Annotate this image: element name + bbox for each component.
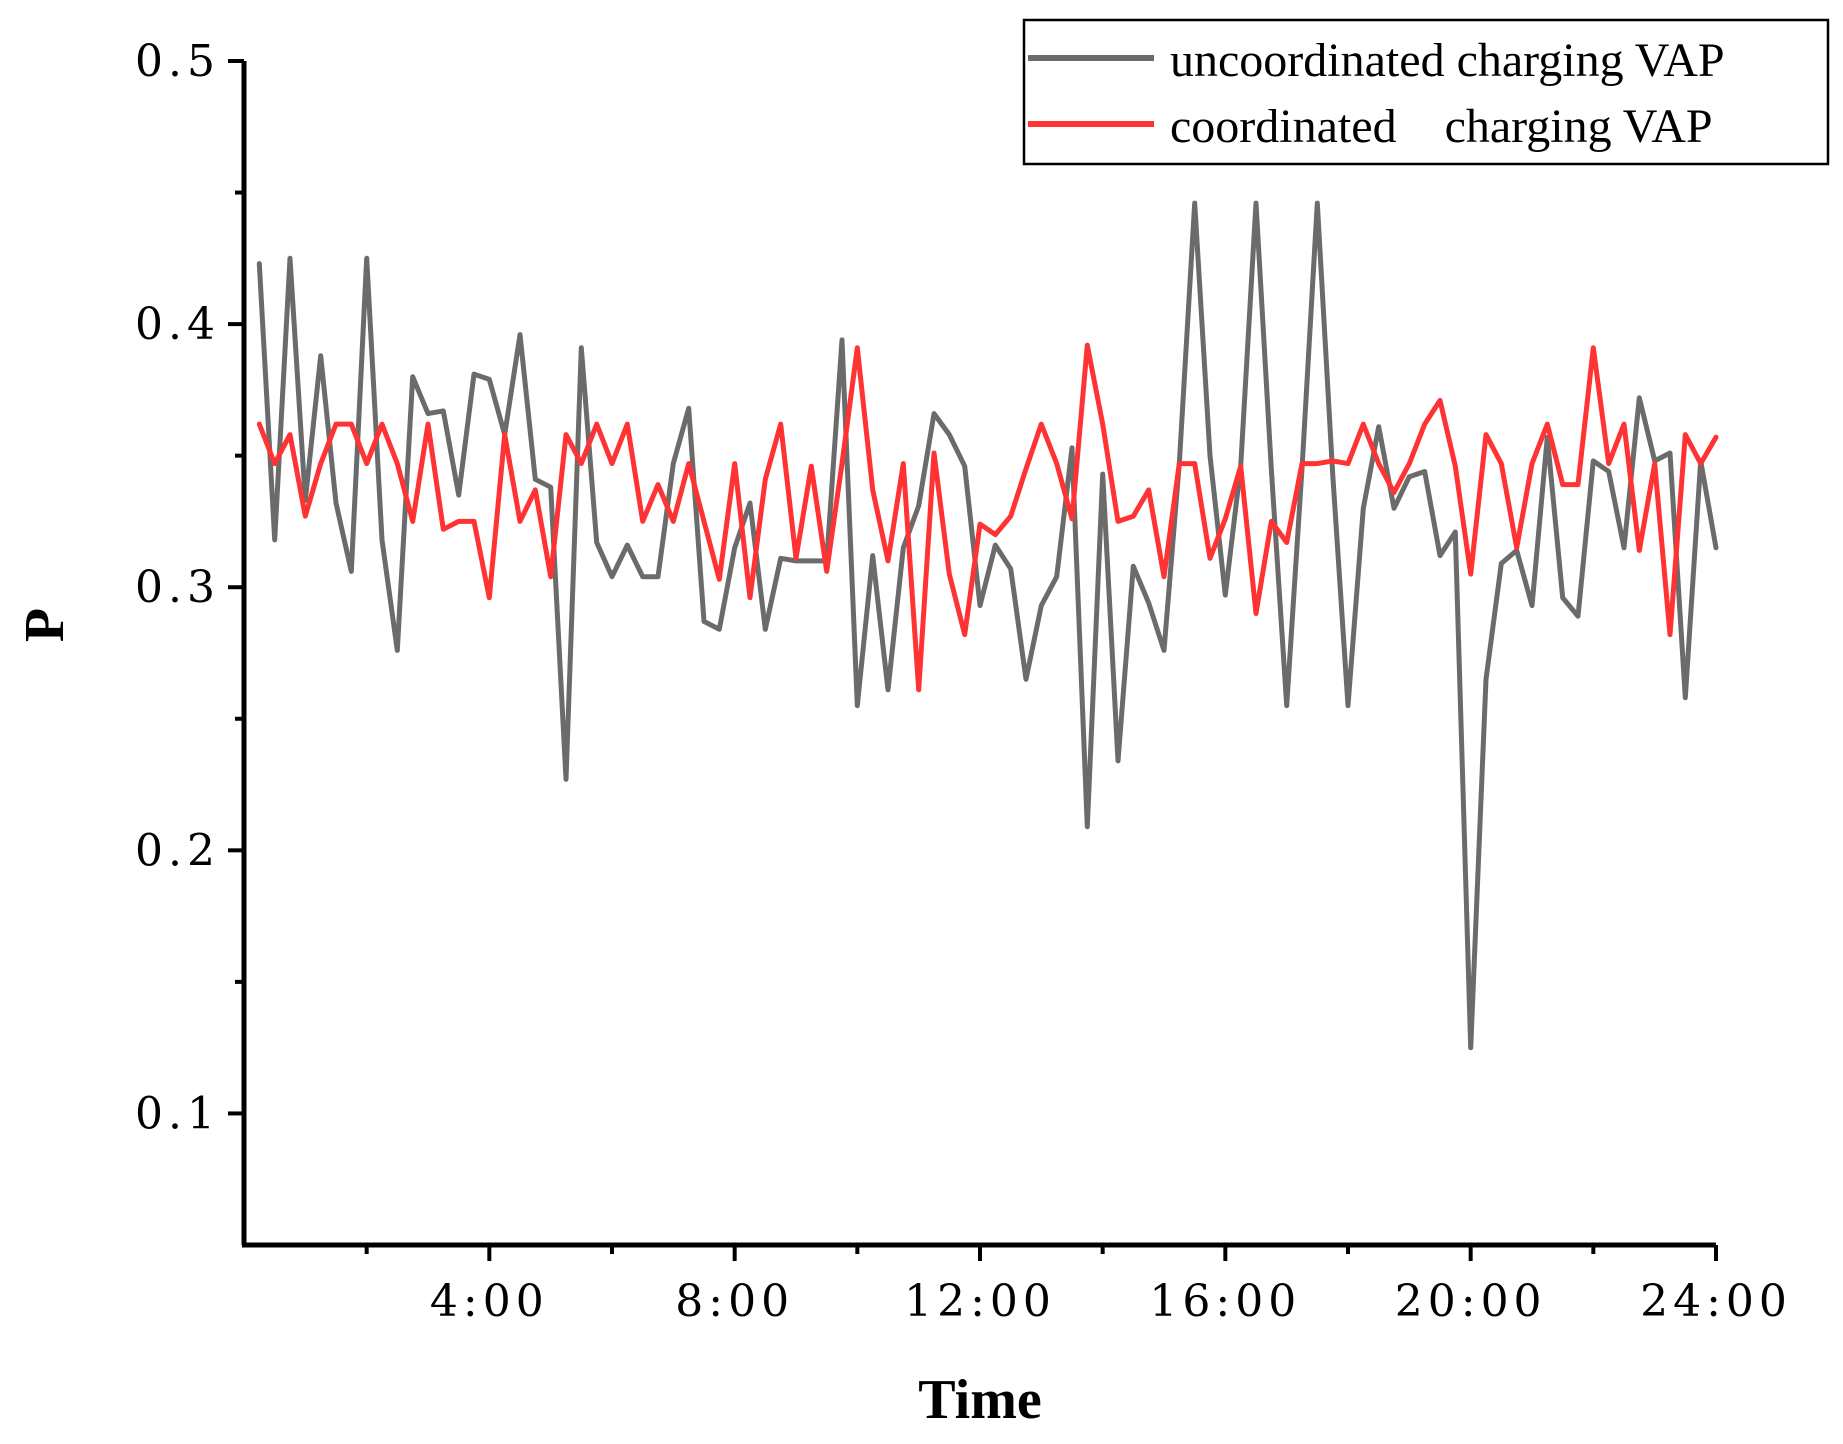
x-tick-label: 24:00 <box>1640 1276 1792 1327</box>
x-tick-label: 4:00 <box>430 1276 549 1327</box>
y-tick-label: 0.5 <box>135 36 220 87</box>
y-tick-label: 0.3 <box>135 562 220 613</box>
series-layer <box>256 200 1719 1051</box>
legend-label-coordinated: coordinated charging VAP <box>1170 100 1713 153</box>
y-tick-label: 0.2 <box>135 825 220 876</box>
x-tick-label: 8:00 <box>675 1276 794 1327</box>
x-tick-label: 16:00 <box>1149 1276 1301 1327</box>
legend: uncoordinated charging VAP coordinated c… <box>1022 18 1830 166</box>
series-line-uncoordinated <box>256 200 1719 1051</box>
x-axis-ticks: 4:00 8:00 12:00 16:00 20:00 24:00 <box>364 1245 1792 1327</box>
y-axis-ticks: 0.1 0.2 0.3 0.4 0.5 <box>135 36 244 1139</box>
series-line-coordinated <box>256 342 1719 693</box>
legend-box <box>1022 18 1830 166</box>
x-axis-title: Time <box>918 1369 1041 1431</box>
y-axis-title: P <box>14 608 76 642</box>
x-tick-label: 20:00 <box>1395 1276 1547 1327</box>
legend-label-uncoordinated: uncoordinated charging VAP <box>1170 34 1725 87</box>
y-tick-label: 0.4 <box>135 299 220 350</box>
x-tick-label: 12:00 <box>904 1276 1056 1327</box>
y-tick-label: 0.1 <box>135 1088 220 1139</box>
